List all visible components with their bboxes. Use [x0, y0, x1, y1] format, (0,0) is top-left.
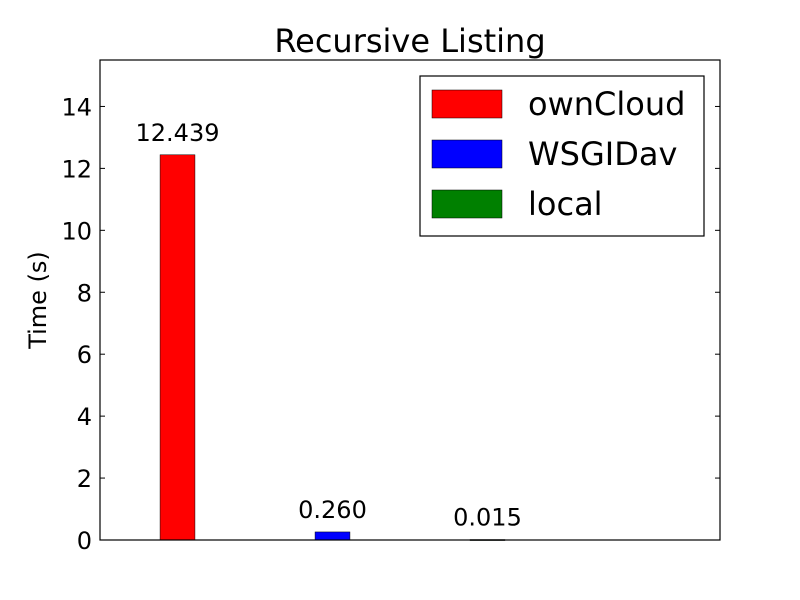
bar-owncloud	[159, 154, 196, 541]
bar-wsgidav	[314, 531, 351, 541]
legend: ownCloud WSGIDav local	[419, 75, 705, 237]
y-tick-label: 0	[77, 527, 92, 555]
y-axis-ticks: 0 2 4 6 8 10 12 14	[61, 93, 720, 555]
y-tick-label: 2	[77, 465, 92, 493]
y-tick-label: 6	[77, 341, 92, 369]
plot-frame	[99, 59, 721, 541]
legend-label-local: local	[528, 185, 603, 223]
y-tick-label: 12	[61, 155, 92, 183]
y-tick-label: 10	[61, 217, 92, 245]
chart-title: Recursive Listing	[274, 22, 545, 60]
bar-value-label-owncloud: 12.439	[136, 119, 220, 147]
legend-swatch-wsgidav	[431, 139, 503, 169]
y-axis-label: Time (s)	[24, 251, 52, 350]
y-tick-label: 4	[77, 403, 92, 431]
legend-swatch-owncloud	[431, 89, 503, 119]
bar-value-label-local: 0.015	[453, 504, 522, 532]
legend-label-owncloud: ownCloud	[528, 85, 685, 123]
y-tick-label: 8	[77, 279, 92, 307]
bar-value-labels: 12.439 0.260 0.015	[136, 119, 522, 532]
legend-swatch-local	[431, 189, 503, 219]
bars	[159, 154, 506, 541]
y-tick-label: 14	[61, 93, 92, 121]
bar-value-label-wsgidav: 0.260	[298, 496, 367, 524]
legend-label-wsgidav: WSGIDav	[528, 135, 677, 173]
